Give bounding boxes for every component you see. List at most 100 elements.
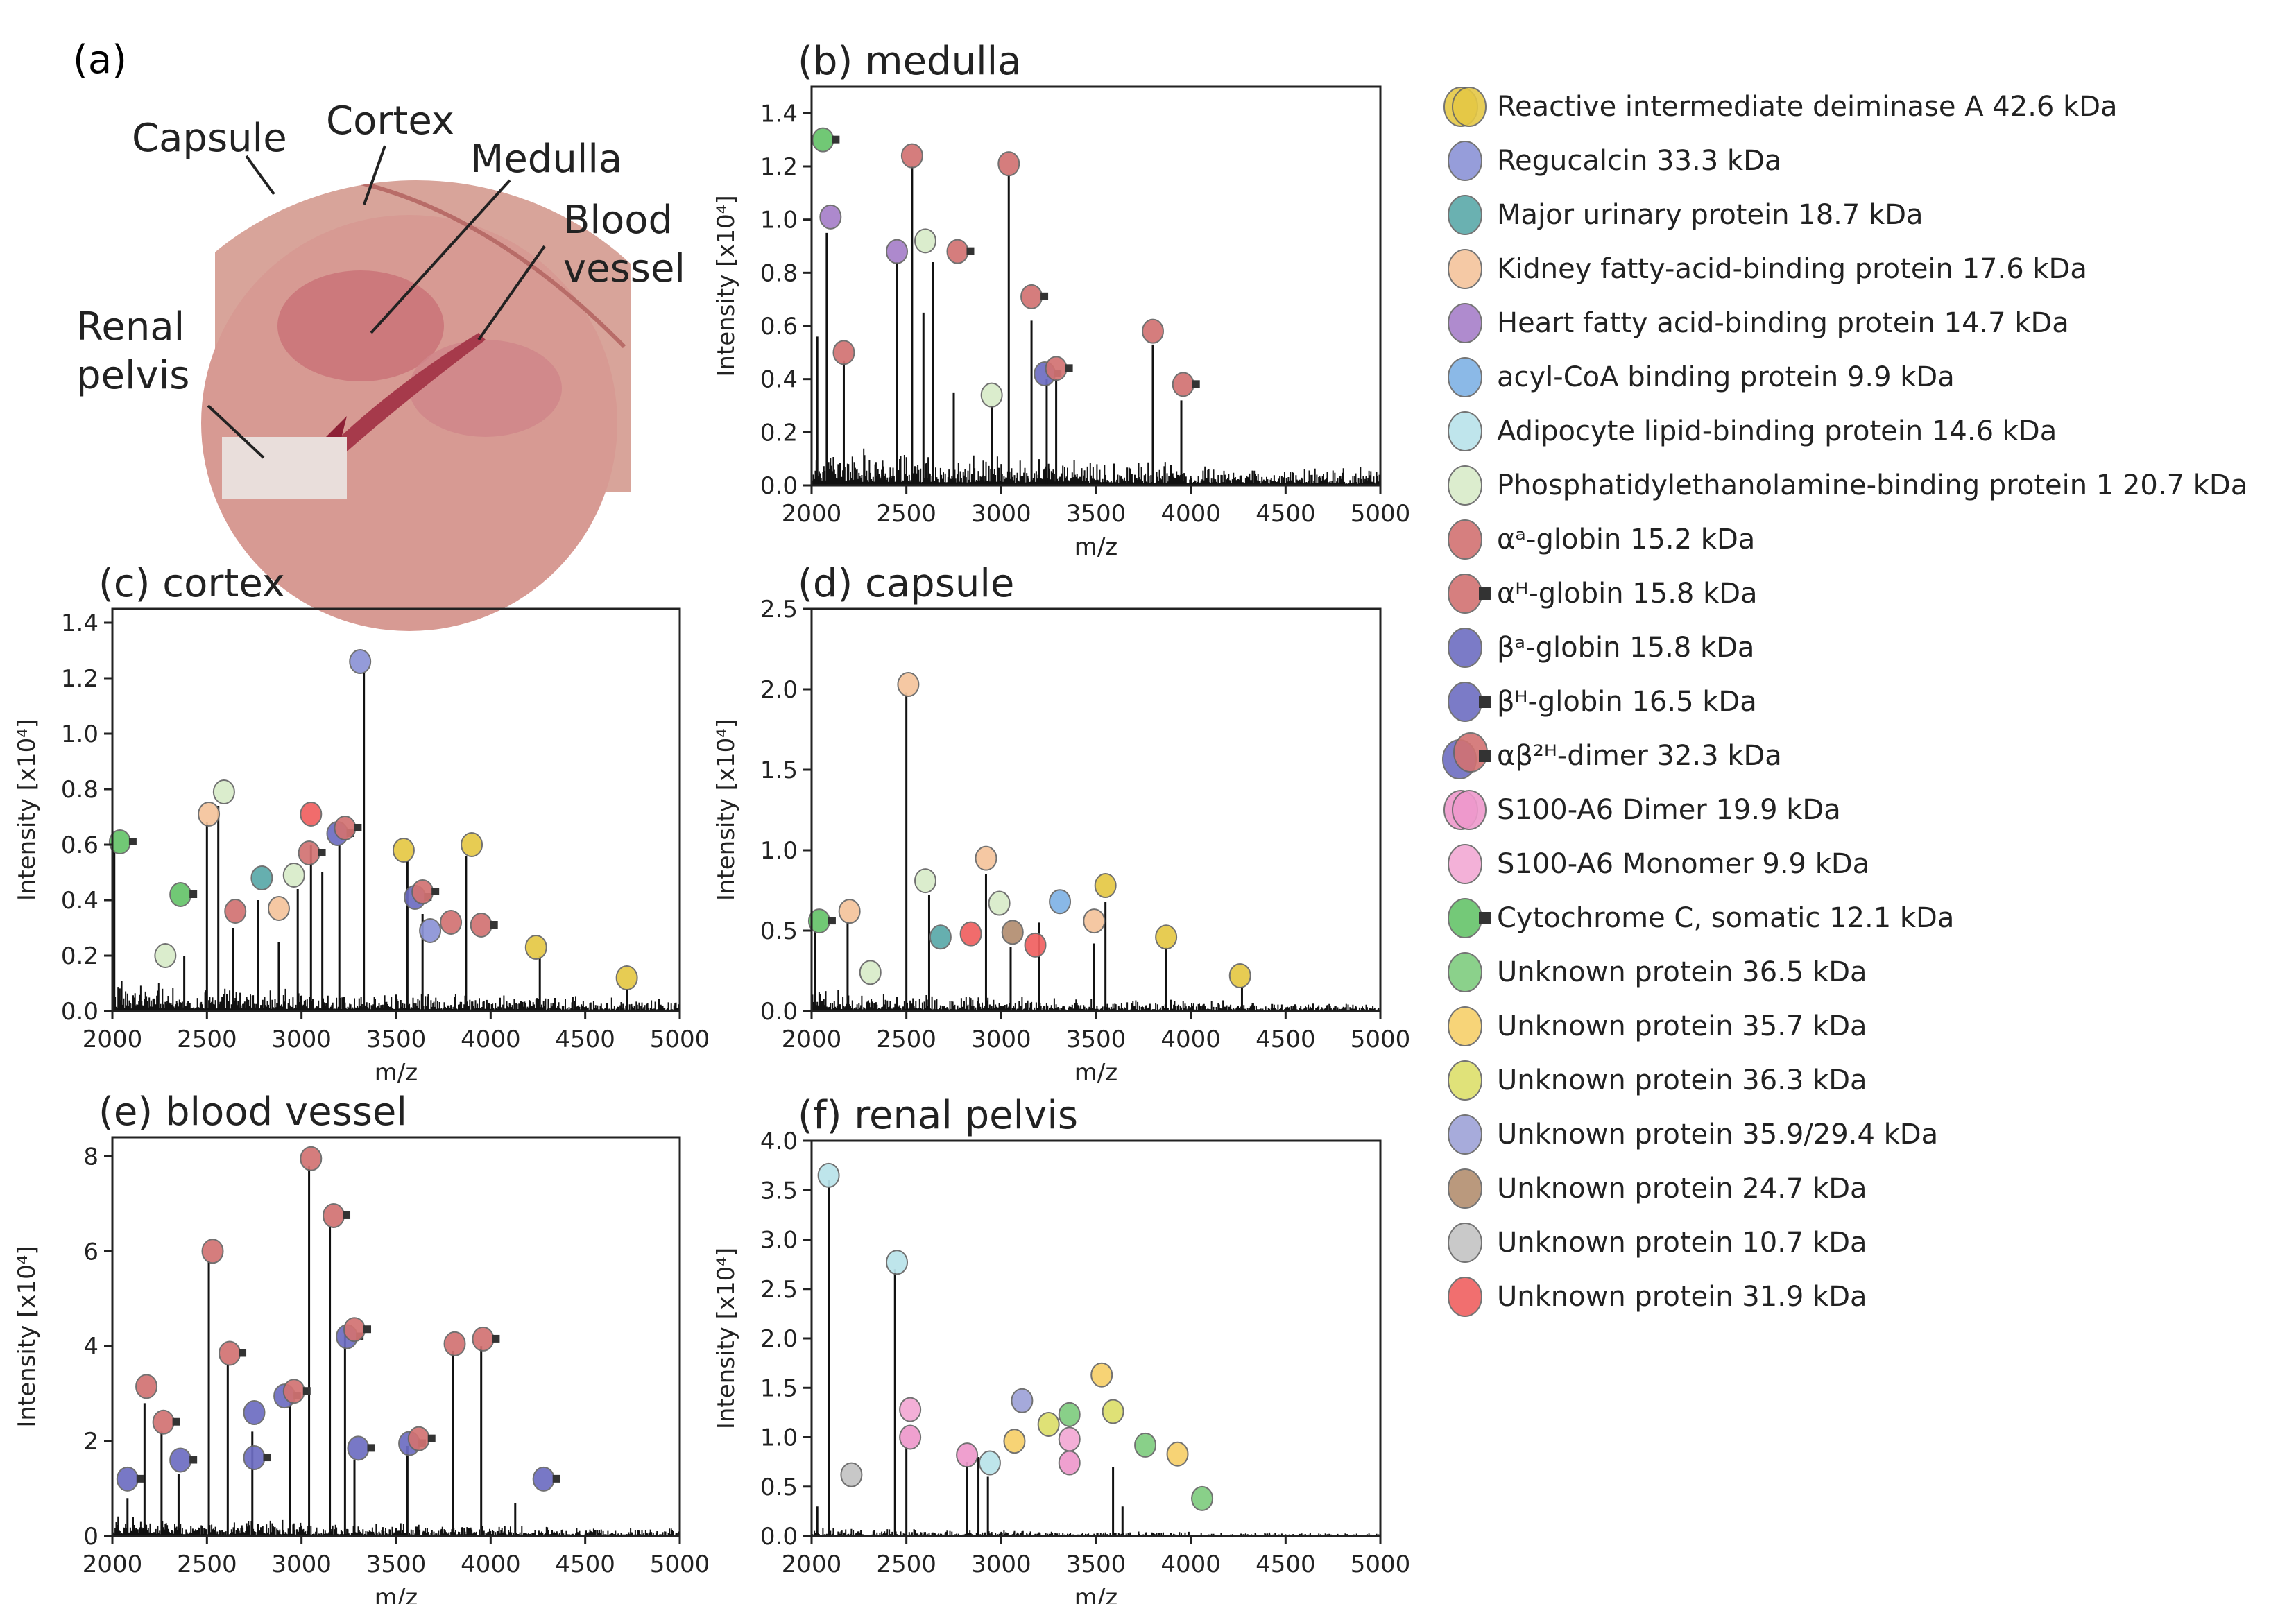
- chart-title: (e) blood vessel: [98, 1089, 407, 1135]
- x-axis-label: m/z: [375, 1584, 418, 1604]
- protein-marker: [152, 1409, 175, 1435]
- protein-marker: [959, 921, 982, 947]
- protein-marker: [1155, 924, 1178, 950]
- y-tick-label: 2: [83, 1428, 98, 1456]
- x-tick-label: 5000: [1351, 500, 1411, 528]
- y-tick-label: 3.0: [760, 1227, 798, 1254]
- y-axis-label: Intensity [x10⁴]: [712, 195, 740, 377]
- spectrum-noise: [112, 981, 680, 1011]
- protein-marker: [899, 1397, 922, 1422]
- protein-marker-square: [966, 247, 975, 255]
- legend-label: Unknown protein 36.3 kDa: [1497, 1064, 1867, 1096]
- protein-marker: [300, 1146, 323, 1171]
- y-tick-label: 1.2: [61, 665, 98, 693]
- protein-marker-square: [302, 1387, 311, 1395]
- protein-marker-square: [239, 1349, 247, 1357]
- legend-swatch-icon: [1448, 1168, 1482, 1209]
- y-tick-label: 1.0: [61, 721, 98, 748]
- legend-label: αβ²ᴴ-dimer 32.3 kDa: [1497, 740, 1782, 772]
- protein-marker: [116, 1466, 139, 1492]
- y-tick-label: 4: [83, 1333, 98, 1361]
- chart-panels: (b) medulla 2000 2500 3000 3500 4000 4500 5000 0…: [13, 39, 1410, 1604]
- protein-marker: [419, 918, 442, 943]
- x-tick-label: 4000: [1160, 500, 1221, 528]
- legend-label: Unknown protein 24.7 kDa: [1497, 1173, 1867, 1205]
- protein-marker: [1228, 963, 1251, 988]
- y-tick-label: 4.0: [760, 1128, 798, 1155]
- x-tick-label: 4500: [555, 1026, 615, 1053]
- legend-item: Heart fatty acid-binding protein 14.7 kD…: [1436, 296, 2289, 350]
- legend-swatch-icon: [1448, 844, 1482, 884]
- legend-swatch-icon: [1448, 411, 1482, 451]
- protein-marker: [1094, 873, 1117, 899]
- legend-swatch-icon: [1448, 898, 1491, 938]
- y-tick-label: 0.2: [61, 942, 98, 970]
- x-tick-label: 4500: [1256, 1551, 1316, 1578]
- legend-item: S100-A6 Monomer 9.9 kDa: [1436, 837, 2289, 891]
- legend-swatch-icon: [1443, 790, 1487, 830]
- protein-marker: [812, 127, 834, 153]
- panel-a-tissue-image: (a) Capsule Cortex Medulla Blood vessel …: [73, 37, 685, 631]
- legend-swatch-icon: [1442, 732, 1491, 779]
- protein-marker: [334, 816, 357, 840]
- legend-swatch-icon: [1448, 195, 1482, 235]
- protein-marker: [169, 1447, 192, 1473]
- y-tick-label: 0.0: [760, 998, 798, 1026]
- protein-marker: [1037, 1411, 1060, 1437]
- protein-marker: [997, 151, 1020, 177]
- protein-marker: [980, 382, 1003, 408]
- legend-item: αᴴ-globin 15.8 kDa: [1436, 567, 2289, 621]
- protein-marker-square: [1065, 364, 1073, 372]
- protein-marker-square: [189, 1456, 198, 1464]
- label-pelvis: pelvis: [76, 353, 189, 398]
- protein-marker: [1011, 1388, 1034, 1413]
- y-tick-label: 8: [83, 1143, 98, 1171]
- legend-label: S100-A6 Dimer 19.9 kDa: [1497, 794, 1841, 826]
- legend-label: Phosphatidylethanolamine-binding protein…: [1497, 469, 2248, 501]
- spectrum-noise: [811, 990, 1381, 1011]
- x-tick-label: 5000: [1351, 1551, 1411, 1578]
- protein-marker-square: [1192, 380, 1200, 388]
- protein-marker: [1058, 1402, 1081, 1427]
- legend-item: βᵃ-globin 15.8 kDa: [1436, 621, 2289, 675]
- y-tick-label: 1.4: [61, 610, 98, 637]
- y-tick-label: 0.5: [760, 1474, 798, 1501]
- protein-marker: [946, 239, 969, 264]
- legend-item: acyl-CoA binding protein 9.9 kDa: [1436, 350, 2289, 404]
- protein-marker: [212, 779, 235, 804]
- protein-marker: [1058, 1450, 1081, 1476]
- protein-marker: [1001, 920, 1024, 945]
- legend-item: Unknown protein 10.7 kDa: [1436, 1216, 2289, 1270]
- legend-swatch-icon: [1448, 1223, 1482, 1263]
- protein-marker-square: [367, 1444, 375, 1452]
- legend-label: Unknown protein 36.5 kDa: [1497, 956, 1867, 988]
- legend-item: Regucalcin 33.3 kDa: [1436, 134, 2289, 188]
- y-tick-label: 0.5: [760, 917, 798, 945]
- kidney-slice: [201, 180, 631, 631]
- protein-marker: [470, 913, 492, 938]
- protein-marker-square: [128, 838, 137, 845]
- legend-item: Unknown protein 35.7 kDa: [1436, 999, 2289, 1053]
- legend-label: αᵃ-globin 15.2 kDa: [1497, 524, 1756, 555]
- x-tick-label: 3000: [971, 1026, 1031, 1053]
- legend-swatch-icon: [1448, 952, 1482, 992]
- protein-marker: [243, 1400, 266, 1426]
- x-tick-label: 3000: [271, 1551, 332, 1578]
- y-tick-label: 1.4: [760, 100, 798, 128]
- y-axis-label: Intensity [x10⁴]: [712, 719, 740, 901]
- legend-item: Reactive intermediate deiminase A 42.6 k…: [1436, 80, 2289, 134]
- spectrum-noise: [112, 1516, 680, 1536]
- y-tick-label: 1.0: [760, 837, 798, 865]
- protein-marker: [1049, 889, 1072, 915]
- legend-item: Unknown protein 36.3 kDa: [1436, 1053, 2289, 1107]
- x-tick-label: 4000: [1160, 1026, 1221, 1053]
- protein-marker-square: [354, 824, 362, 831]
- legend-swatch-icon: [1443, 87, 1487, 127]
- protein-marker: [135, 1374, 158, 1399]
- protein-marker: [988, 890, 1011, 916]
- y-tick-label: 1.2: [760, 153, 798, 181]
- x-tick-label: 5000: [650, 1551, 710, 1578]
- protein-marker: [838, 899, 861, 924]
